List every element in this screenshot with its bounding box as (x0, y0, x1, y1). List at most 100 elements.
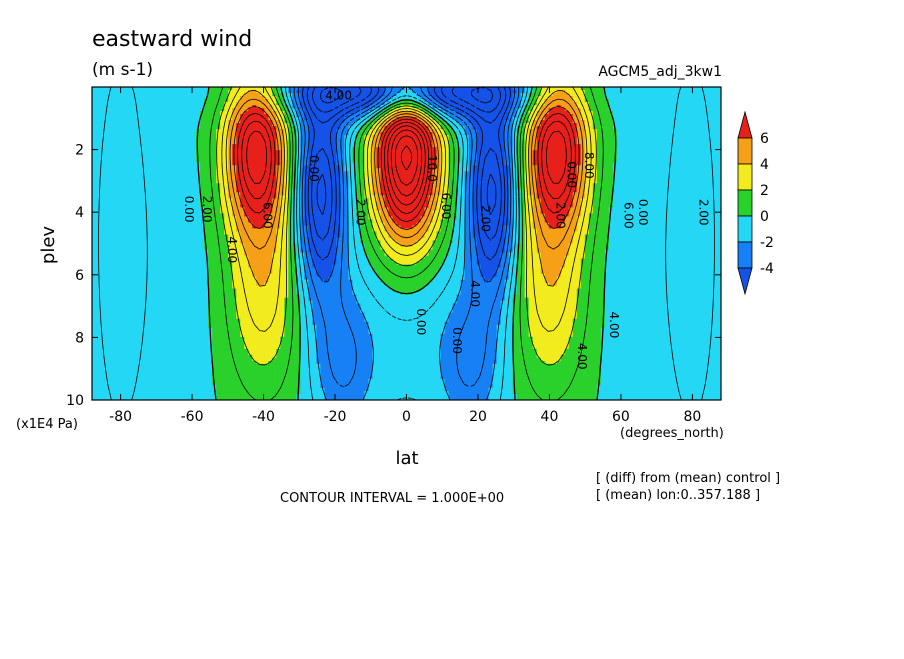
field-cell (540, 105, 546, 109)
field-cell (540, 111, 546, 115)
field-cell (224, 129, 229, 133)
field-cell (288, 141, 293, 145)
field-cell (368, 171, 374, 175)
field-cell (632, 93, 638, 97)
field-cell (468, 153, 474, 157)
field-cell (312, 114, 317, 118)
field-cell (244, 105, 249, 109)
field-cell (344, 138, 350, 142)
field-cell (700, 111, 706, 115)
field-cell (592, 165, 598, 169)
field-cell (488, 93, 494, 97)
field-cell (488, 114, 494, 118)
field-cell (504, 114, 510, 118)
field-cell (328, 87, 333, 91)
field-cell (632, 141, 638, 145)
field-cell (440, 150, 446, 154)
field-cell (320, 126, 325, 130)
field-cell (348, 117, 354, 121)
field-cell (212, 102, 217, 106)
field-cell (168, 177, 173, 181)
field-cell (636, 177, 642, 181)
field-cell (324, 111, 329, 115)
field-cell (388, 165, 394, 169)
field-cell (624, 96, 630, 100)
field-cell (92, 168, 97, 172)
field-cell (696, 129, 702, 133)
field-cell (116, 174, 121, 178)
field-cell (260, 111, 265, 115)
field-cell (156, 153, 161, 157)
field-cell (384, 135, 390, 139)
field-cell (148, 111, 153, 115)
field-cell (112, 117, 117, 121)
field-cell (552, 135, 558, 139)
field-cell (360, 123, 366, 127)
field-cell (512, 147, 518, 151)
field-cell (276, 123, 281, 127)
field-cell (596, 162, 602, 166)
field-cell (220, 129, 225, 133)
field-cell (512, 96, 518, 100)
field-cell (516, 96, 522, 100)
field-cell (300, 153, 305, 157)
field-cell (420, 144, 426, 148)
field-cell (268, 180, 273, 184)
field-cell (488, 177, 494, 181)
field-cell (324, 129, 329, 133)
field-cell (540, 126, 546, 130)
field-cell (148, 165, 153, 169)
field-cell (136, 90, 141, 94)
field-cell (568, 165, 574, 169)
field-cell (672, 90, 678, 94)
field-cell (288, 132, 293, 136)
field-cell (320, 165, 325, 169)
field-cell (704, 174, 710, 178)
field-cell (524, 138, 530, 142)
field-cell (204, 162, 209, 166)
field-cell (668, 141, 674, 145)
field-cell (168, 168, 173, 172)
field-cell (660, 123, 666, 127)
field-cell (180, 153, 185, 157)
field-cell (496, 102, 502, 106)
field-cell (600, 111, 606, 115)
field-cell (440, 144, 446, 148)
field-cell (300, 165, 305, 169)
field-cell (240, 117, 245, 121)
field-cell (640, 120, 646, 124)
field-cell (668, 135, 674, 139)
field-cell (276, 168, 281, 172)
field-cell (488, 111, 494, 115)
field-cell (652, 132, 658, 136)
field-cell (568, 174, 574, 178)
field-cell (436, 168, 442, 172)
field-cell (456, 174, 462, 178)
field-cell (484, 93, 490, 97)
field-cell (420, 111, 426, 115)
field-cell (468, 93, 474, 97)
field-cell (248, 180, 253, 184)
field-cell (272, 93, 277, 97)
field-cell (256, 180, 261, 184)
field-cell (448, 180, 454, 184)
field-cell (472, 90, 478, 94)
field-cell (324, 126, 329, 130)
field-cell (252, 144, 257, 148)
field-cell (392, 147, 398, 151)
field-cell (636, 123, 642, 127)
field-cell (260, 144, 265, 148)
field-cell (212, 123, 217, 127)
field-cell (384, 150, 390, 154)
field-cell (588, 171, 594, 175)
field-cell (628, 111, 634, 115)
field-cell (104, 102, 109, 106)
field-cell (520, 129, 526, 133)
field-cell (200, 156, 205, 160)
field-cell (360, 150, 366, 154)
field-cell (280, 150, 285, 154)
field-cell (556, 90, 562, 94)
field-cell (524, 165, 530, 169)
field-cell (292, 117, 297, 121)
field-cell (672, 111, 678, 115)
